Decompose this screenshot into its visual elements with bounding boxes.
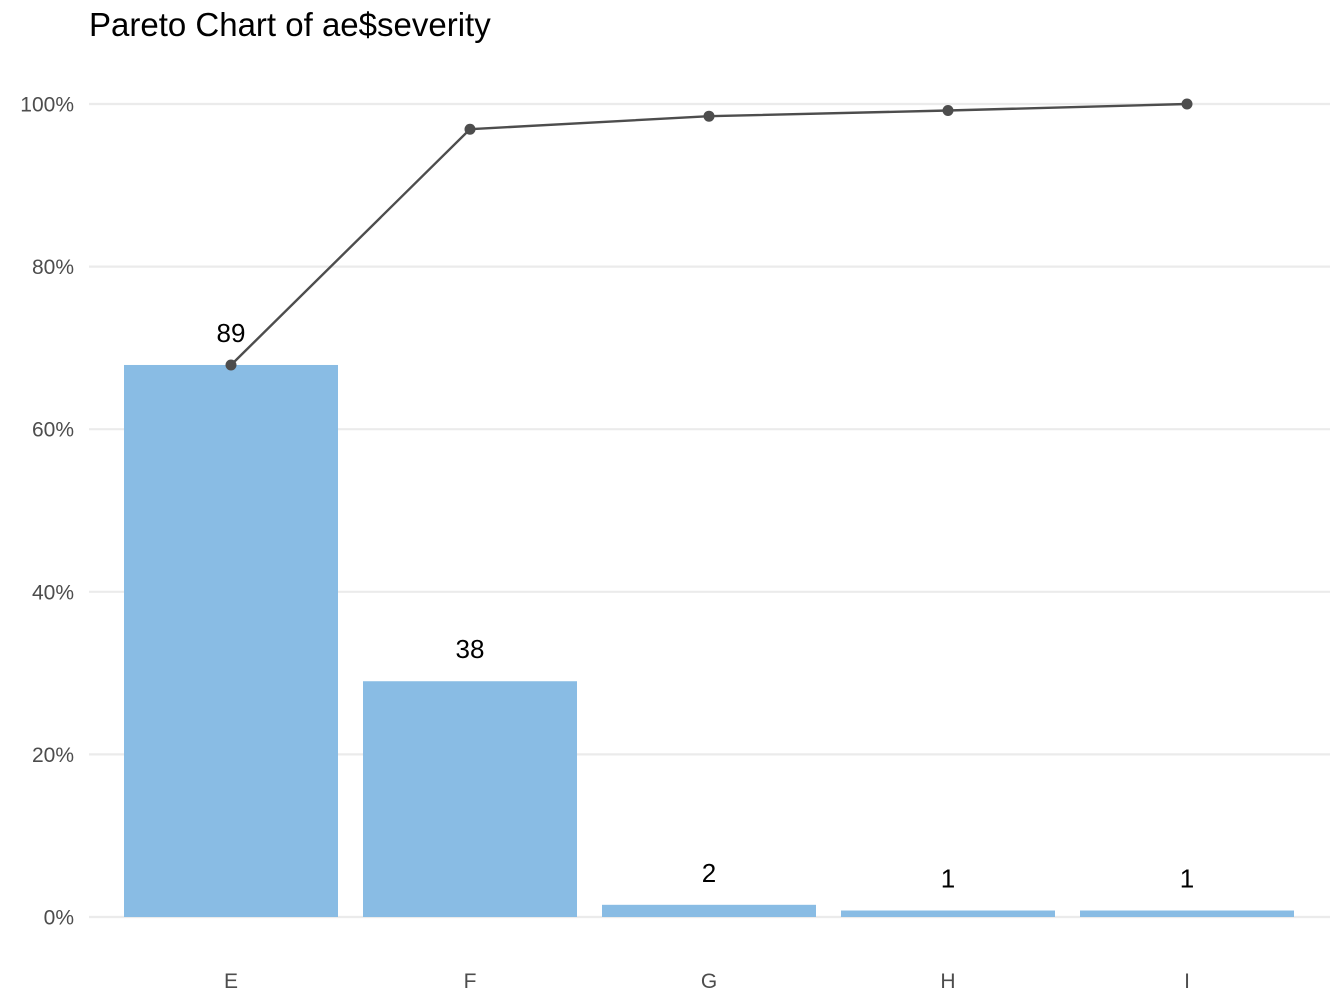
bar-g (602, 904, 816, 917)
cumulative-point (464, 123, 476, 135)
y-tick-label: 80% (32, 256, 74, 279)
cumulative-point (942, 105, 954, 117)
bar-h (841, 910, 1055, 917)
y-tick-label: 0% (44, 907, 74, 930)
y-tick-label: 60% (32, 419, 74, 442)
data-labels: 89 38 2 1 1 (217, 318, 1195, 894)
cumulative-point (703, 110, 715, 122)
y-tick-label: 40% (32, 581, 74, 604)
data-label: 89 (217, 318, 246, 348)
cumulative-line-group (225, 98, 1193, 371)
cumulative-point (225, 359, 237, 371)
x-tick-label: I (1184, 970, 1190, 993)
bar-i (1080, 910, 1294, 917)
bars (124, 364, 1294, 917)
x-tick-label: H (940, 970, 955, 993)
data-label: 38 (456, 634, 485, 664)
bar-e (124, 364, 338, 917)
cumulative-line (230, 102, 1188, 366)
cumulative-point (1181, 98, 1193, 110)
data-label: 1 (941, 863, 955, 893)
data-label: 1 (1180, 863, 1194, 893)
x-axis-tick-labels: E F G H I (224, 970, 1190, 993)
x-tick-label: E (224, 970, 238, 993)
y-axis-tick-labels: 0% 20% 40% 60% 80% 100% (20, 94, 74, 930)
chart-title: Pareto Chart of ae$severity (89, 6, 491, 43)
data-label: 2 (702, 858, 716, 888)
bar-f (363, 681, 577, 917)
x-tick-label: F (464, 970, 477, 993)
y-tick-label: 20% (32, 744, 74, 767)
x-tick-label: G (701, 970, 717, 993)
y-tick-label: 100% (20, 94, 74, 117)
